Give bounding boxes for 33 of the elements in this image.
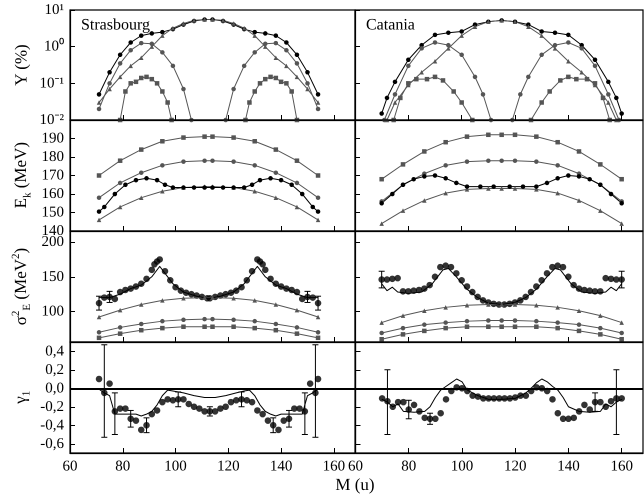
x-tick-label: 100 xyxy=(164,458,187,474)
y-tick-label: 180 xyxy=(42,149,64,165)
x-tick-label: 80 xyxy=(115,458,130,474)
x-tick-label: 120 xyxy=(504,458,526,474)
y-tick-label: 190 xyxy=(42,130,64,146)
y-tick-label: 10⁻² xyxy=(40,112,64,128)
x-tick-label: 60 xyxy=(62,458,78,474)
y-tick-label: 150 xyxy=(42,204,64,220)
y-tick-label: 100 xyxy=(42,303,64,320)
y-axis-title: Y (%) xyxy=(12,44,32,86)
y-tick-label: 10⁰ xyxy=(44,38,64,55)
x-tick-label: 120 xyxy=(217,458,240,474)
y-tick-label: 160 xyxy=(42,186,64,202)
x-tick-label: 140 xyxy=(270,458,292,474)
x-tick-label: 140 xyxy=(557,458,580,474)
x-tick-label: 100 xyxy=(450,458,474,474)
x-tick-label: 160 xyxy=(610,458,633,474)
y-tick-label: 10¹ xyxy=(44,2,64,18)
y-tick-label: 150 xyxy=(42,268,64,285)
y-tick-label: 0,0 xyxy=(45,380,64,396)
y-tick-label: 10⁻¹ xyxy=(40,75,64,92)
x-tick-label: 80 xyxy=(401,458,416,474)
y-tick-label: -0,4 xyxy=(40,417,64,434)
y-tick-label: -0,2 xyxy=(40,398,64,415)
y-tick-label: -0,6 xyxy=(40,436,64,452)
y-tick-label: 170 xyxy=(42,168,64,184)
x-tick-label: 160 xyxy=(322,458,346,474)
y-tick-label: 0,4 xyxy=(45,343,64,360)
x-axis-title: M (u) xyxy=(335,475,375,495)
chart-title: Strasbourg xyxy=(81,16,150,34)
y-tick-label: 0,2 xyxy=(45,362,64,378)
chart-title: Catania xyxy=(366,16,415,34)
x-tick-label: 60 xyxy=(348,458,363,474)
